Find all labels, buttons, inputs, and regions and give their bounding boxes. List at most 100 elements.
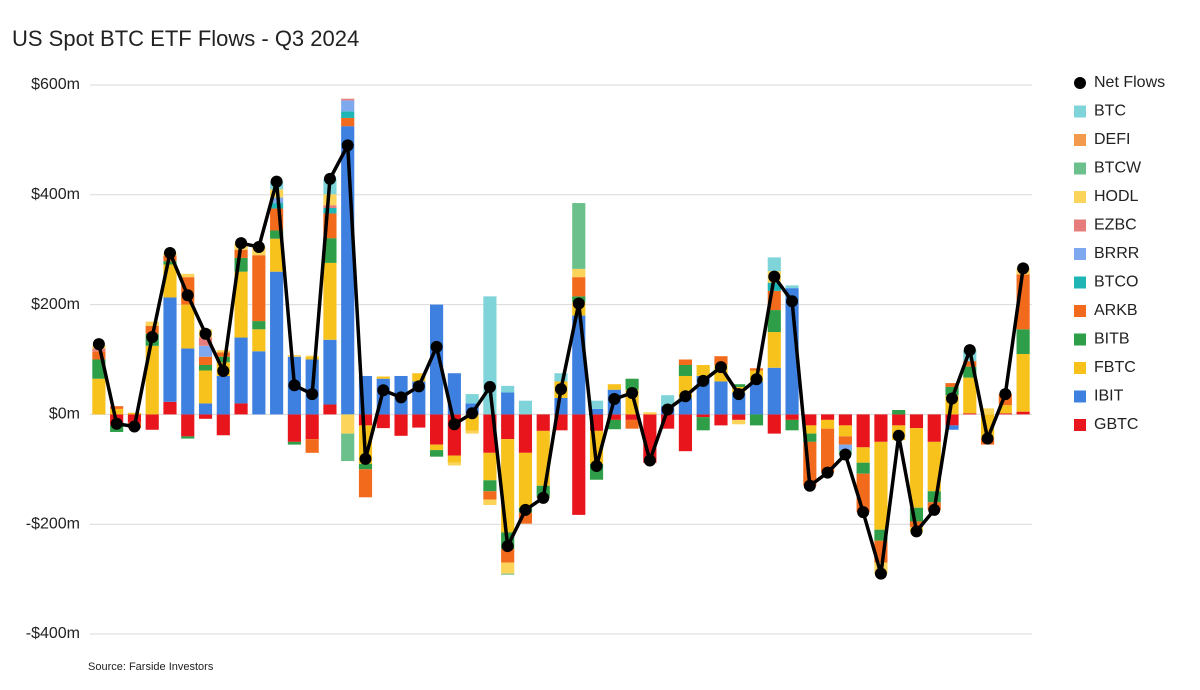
y-tick-label: $200m xyxy=(31,296,80,313)
net-flows-point xyxy=(412,380,425,393)
bar-segment xyxy=(287,414,301,442)
bar-segment xyxy=(465,394,479,404)
bar-segment xyxy=(518,400,533,415)
bar-segment xyxy=(501,548,515,563)
bar-segment xyxy=(198,403,213,415)
bar-segment xyxy=(198,414,213,419)
bar-segment xyxy=(678,359,692,365)
net-flows-point xyxy=(768,270,781,283)
net-flows-point xyxy=(910,525,923,538)
bar-segment xyxy=(874,441,888,530)
bar-segment xyxy=(252,351,266,415)
legend-marker xyxy=(1074,162,1086,175)
bar-segment xyxy=(518,452,533,508)
bar-segment xyxy=(252,329,266,352)
bar-segment xyxy=(163,401,177,415)
legend-marker xyxy=(1074,191,1086,203)
bar-segment xyxy=(1016,354,1030,412)
bar-segment xyxy=(358,463,373,470)
net-flows-point xyxy=(874,567,887,580)
net-flows-point xyxy=(483,380,496,393)
bar-segment xyxy=(145,321,159,327)
bar-segment xyxy=(625,419,639,429)
bar-segment xyxy=(465,414,479,431)
bar-segment xyxy=(803,414,817,426)
bar-segment xyxy=(821,419,835,429)
bar-segment xyxy=(838,425,852,437)
legend-label: IBIT xyxy=(1094,388,1124,405)
bar-segment xyxy=(696,414,710,418)
bar-segment xyxy=(92,378,106,415)
bar-segment xyxy=(607,419,621,430)
y-tick-label: -$200m xyxy=(26,515,80,532)
net-flows-point xyxy=(181,289,194,302)
net-flows-point xyxy=(786,295,799,308)
net-flows-point xyxy=(821,466,834,479)
bar-segment xyxy=(430,414,444,445)
bar-segment xyxy=(874,414,888,442)
bar-segment xyxy=(323,339,337,405)
bar-segment xyxy=(945,383,959,387)
bar-segment xyxy=(856,414,870,448)
bar-segment xyxy=(963,361,977,367)
bar-segment xyxy=(341,98,355,101)
net-flows-point xyxy=(501,540,514,553)
bar-segment xyxy=(252,321,266,330)
bar-segment xyxy=(323,262,337,340)
bar-segment xyxy=(874,529,888,541)
bar-segment xyxy=(838,444,852,451)
net-flows-point xyxy=(928,503,941,516)
bar-segment xyxy=(305,355,319,357)
bar-segment xyxy=(714,356,728,365)
bar-segment xyxy=(305,356,319,360)
net-flows-point xyxy=(146,330,159,343)
net-flows-point xyxy=(199,327,212,340)
bar-segment xyxy=(625,378,639,390)
bar-segment xyxy=(821,428,835,473)
net-flows-point xyxy=(306,388,319,401)
bar-segment xyxy=(447,462,461,466)
net-flows-point xyxy=(999,388,1012,401)
bar-segment xyxy=(518,414,533,453)
bar-segment xyxy=(732,419,746,425)
bar-segment xyxy=(963,413,977,415)
legend-label: FBTC xyxy=(1094,359,1136,376)
legend-label: ARKB xyxy=(1094,302,1138,319)
legend-marker xyxy=(1074,77,1086,89)
bar-segment xyxy=(909,428,924,508)
bar-segment xyxy=(892,414,906,426)
net-flows-point xyxy=(679,390,692,403)
net-flows-point xyxy=(163,246,176,259)
net-flows-point xyxy=(377,384,390,397)
bar-segment xyxy=(110,406,124,409)
bar-segment xyxy=(127,412,142,415)
bar-segment xyxy=(607,414,621,420)
net-flows-point xyxy=(643,454,656,467)
bar-segment xyxy=(625,414,639,420)
bar-segment xyxy=(341,414,355,434)
bar-segment xyxy=(252,255,266,322)
legend-label: BTC xyxy=(1094,103,1126,120)
bar-segment xyxy=(501,414,515,440)
legend-label: BTCO xyxy=(1094,274,1138,291)
bar-segment xyxy=(341,111,355,118)
bar-segment xyxy=(323,238,337,263)
bar-segment xyxy=(572,203,586,269)
bar-segment xyxy=(998,413,1012,415)
bar-segment xyxy=(163,261,177,265)
net-flows-point xyxy=(430,340,443,353)
bar-segment xyxy=(589,400,604,409)
bar-segment xyxy=(714,414,728,426)
bar-segment xyxy=(287,441,301,445)
bar-segment xyxy=(181,414,195,437)
bar-segment xyxy=(732,384,746,387)
bar-segment xyxy=(234,403,248,415)
bar-segment xyxy=(483,452,497,481)
bar-segment xyxy=(643,412,657,415)
net-flows-point xyxy=(732,388,745,401)
net-flows-point xyxy=(590,460,603,473)
bar-segment xyxy=(430,444,444,451)
bar-segment xyxy=(270,271,284,415)
bar-segment xyxy=(821,414,835,420)
